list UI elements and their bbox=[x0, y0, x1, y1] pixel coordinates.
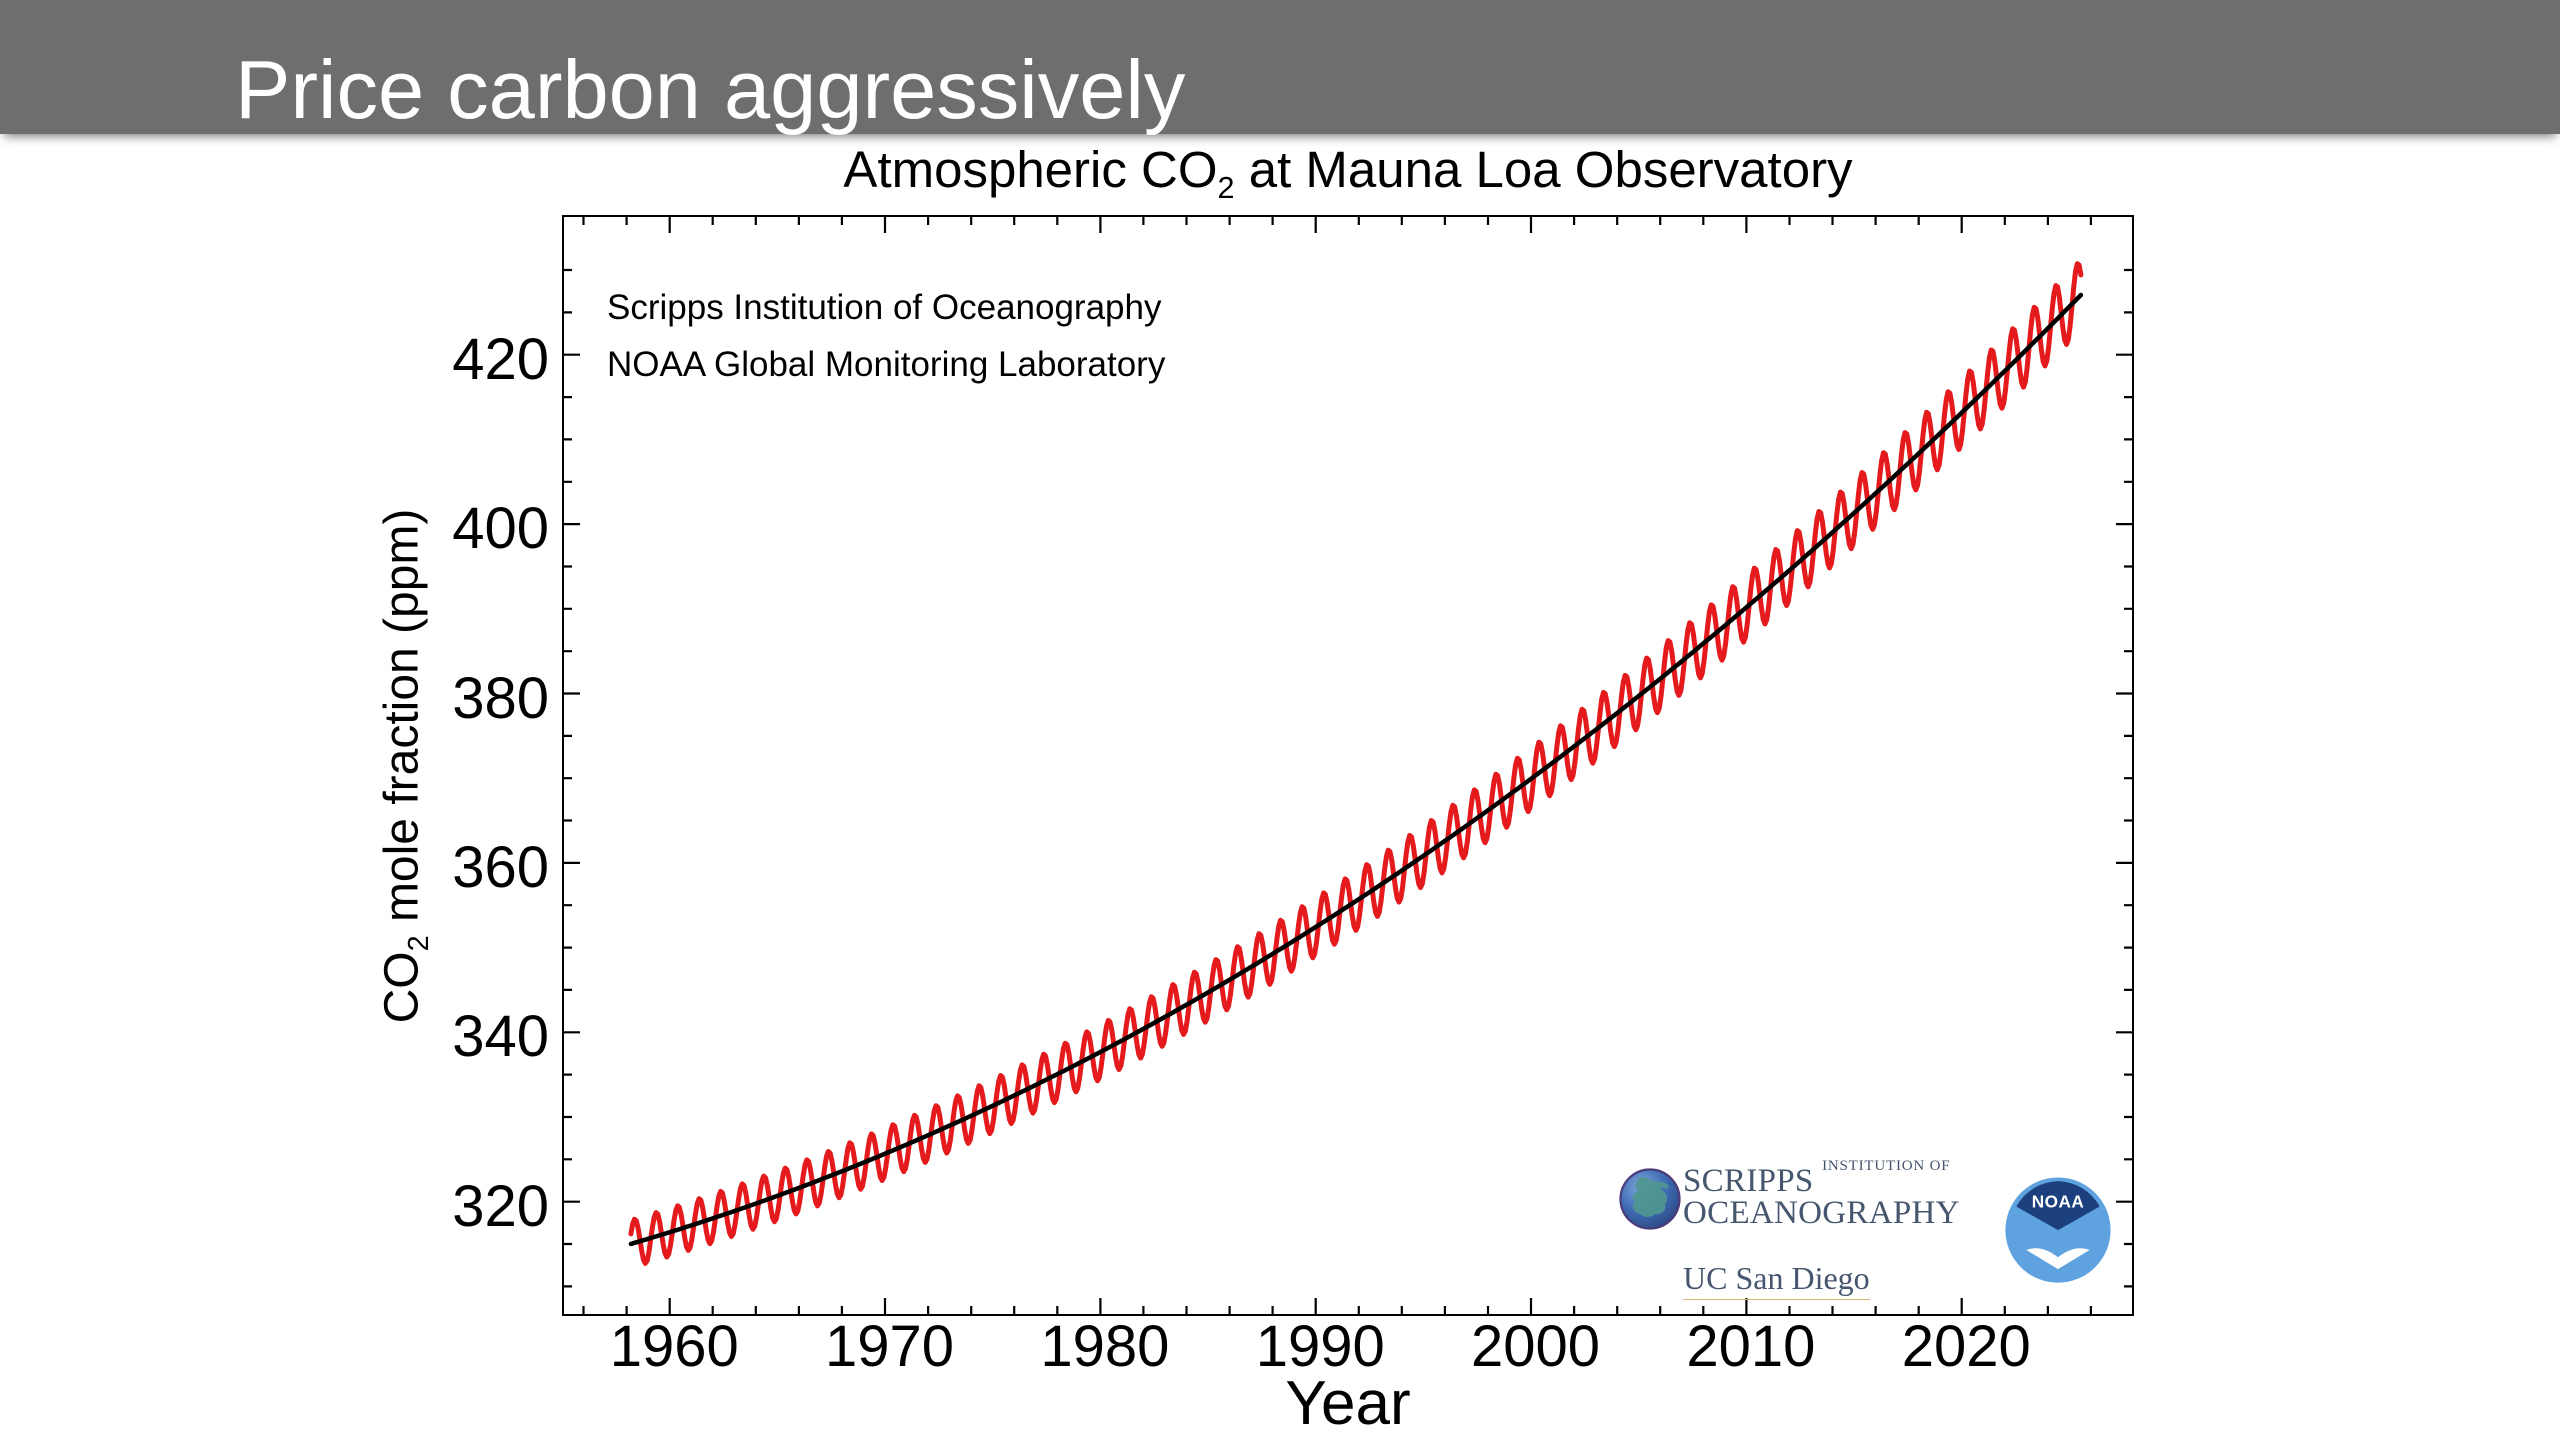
svg-text:NOAA: NOAA bbox=[2032, 1191, 2085, 1211]
